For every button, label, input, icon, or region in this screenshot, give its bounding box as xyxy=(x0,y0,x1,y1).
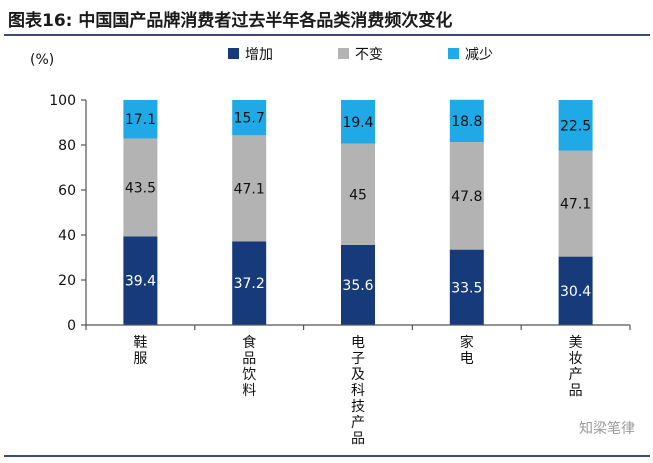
x-category-label: 家电 xyxy=(460,334,474,367)
bar-segment-unchanged xyxy=(449,142,484,250)
data-label-decrease: 15.7 xyxy=(234,111,265,127)
bottom-divider xyxy=(4,455,650,457)
data-label-increase: 39.4 xyxy=(125,274,156,290)
bar-segment-decrease xyxy=(558,100,593,151)
legend-swatch-unchanged xyxy=(338,48,349,59)
bar-segment-unchanged xyxy=(558,150,593,257)
data-label-unchanged: 43.5 xyxy=(125,180,156,196)
y-tick-label: 0 xyxy=(67,318,76,334)
data-label-decrease: 19.4 xyxy=(342,115,373,131)
bar-segment-increase xyxy=(449,249,484,325)
bar-segment-increase xyxy=(341,244,375,325)
data-label-unchanged: 45 xyxy=(349,187,367,203)
data-label-increase: 37.2 xyxy=(234,276,265,292)
legend-label-unchanged: 不变 xyxy=(355,47,383,63)
y-axis-label: (%) xyxy=(30,52,54,68)
y-tick-label: 20 xyxy=(58,273,76,289)
data-label-decrease: 22.5 xyxy=(560,118,591,134)
bar-segment-increase xyxy=(123,236,158,325)
bar-segment-increase xyxy=(558,256,593,325)
bar-segment-decrease xyxy=(123,100,158,139)
data-label-increase: 35.6 xyxy=(342,278,373,294)
data-label-decrease: 18.8 xyxy=(451,114,482,130)
x-axis: 鞋服 食品饮料 电子及科技产品 家电 美妆产品 xyxy=(85,324,631,447)
bar-segment-decrease xyxy=(232,100,267,136)
legend-swatch-decrease xyxy=(448,48,459,59)
legend: 增加 不变 减少 xyxy=(228,47,493,63)
bar-segment-decrease xyxy=(449,99,484,143)
bar-segment-unchanged xyxy=(232,135,267,242)
y-tick-label: 40 xyxy=(58,228,76,244)
legend-swatch-increase xyxy=(228,48,239,59)
x-category-label: 美妆产品 xyxy=(569,335,583,399)
data-label-unchanged: 47.1 xyxy=(560,197,591,213)
y-axis: 0 20 40 60 80 100 xyxy=(49,93,87,334)
data-label-decrease: 17.1 xyxy=(125,112,156,128)
y-tick-label: 100 xyxy=(49,93,76,109)
data-label-increase: 30.4 xyxy=(560,284,591,300)
legend-label-increase: 增加 xyxy=(245,47,273,63)
bar-segment-decrease xyxy=(341,100,375,144)
x-category-label: 食品饮料 xyxy=(242,334,256,399)
y-tick-label: 80 xyxy=(58,138,76,154)
watermark-text: 知梁笔律 xyxy=(579,421,635,437)
bar-segment-unchanged xyxy=(123,138,158,237)
data-label-unchanged: 47.8 xyxy=(451,189,482,205)
bar-segment-unchanged xyxy=(341,143,375,245)
data-label-increase: 33.5 xyxy=(451,280,482,296)
chart-title: 图表16: 中国国产品牌消费者过去半年各品类消费频次变化 xyxy=(8,11,453,31)
legend-label-decrease: 减少 xyxy=(465,47,493,63)
x-category-label: 鞋服 xyxy=(133,335,147,367)
bars: 39.4 43.5 17.1 37.2 47.1 15.7 35.6 45 19.4 33.5 47… xyxy=(123,99,593,325)
x-category-label: 电子及科技产品 xyxy=(351,335,365,447)
title-divider xyxy=(4,34,650,36)
bar-segment-increase xyxy=(232,241,267,325)
data-label-unchanged: 47.1 xyxy=(234,181,265,197)
y-tick-label: 60 xyxy=(58,183,76,199)
